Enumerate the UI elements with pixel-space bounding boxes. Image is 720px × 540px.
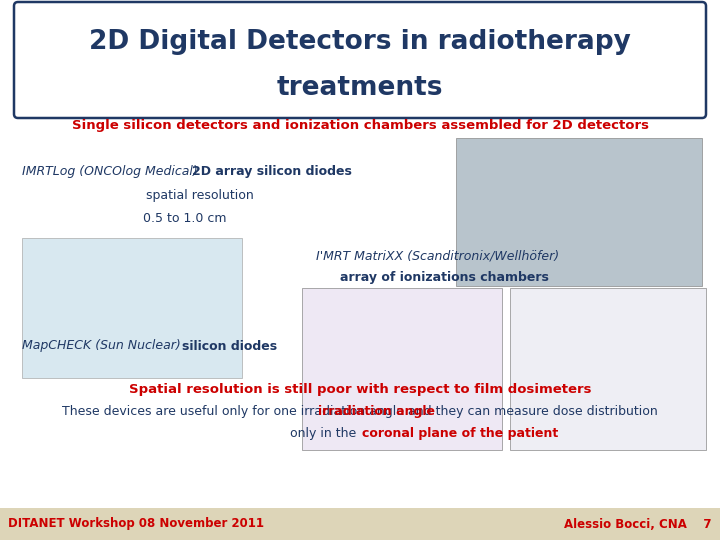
Text: Single silicon detectors and ionization chambers assembled for 2D detectors: Single silicon detectors and ionization … xyxy=(71,119,649,132)
Text: treatments: treatments xyxy=(276,75,444,101)
Text: silicon diodes: silicon diodes xyxy=(182,340,277,353)
Bar xyxy=(456,138,702,286)
Bar xyxy=(510,288,706,450)
Text: MapCHECK (Sun Nuclear): MapCHECK (Sun Nuclear) xyxy=(22,340,185,353)
Text: irradiation angle: irradiation angle xyxy=(318,406,435,419)
Bar xyxy=(302,288,502,450)
Bar xyxy=(0,508,720,540)
Text: IMRTLog (ONCOlog Medical): IMRTLog (ONCOlog Medical) xyxy=(22,165,202,179)
Text: DITANET Workshop 08 November 2011: DITANET Workshop 08 November 2011 xyxy=(8,517,264,530)
Text: array of ionizations chambers: array of ionizations chambers xyxy=(340,272,549,285)
Text: 2D Digital Detectors in radiotherapy: 2D Digital Detectors in radiotherapy xyxy=(89,29,631,55)
Text: only in the: only in the xyxy=(289,428,360,441)
Text: I'MRT MatriXX (Scanditronix/Wellhöfer): I'MRT MatriXX (Scanditronix/Wellhöfer) xyxy=(316,249,559,262)
Text: These devices are useful only for one irradiation angle and they can measure dos: These devices are useful only for one ir… xyxy=(62,406,658,419)
Bar xyxy=(22,238,242,378)
Text: These devices are useful only for one 
irradiation angle and they can measure do: These devices are useful only for one ir… xyxy=(181,398,539,426)
Text: 0.5 to 1.0 cm: 0.5 to 1.0 cm xyxy=(143,212,227,225)
Text: 2D array silicon diodes: 2D array silicon diodes xyxy=(192,165,352,179)
Text: Alessio Bocci, CNA    7: Alessio Bocci, CNA 7 xyxy=(564,517,712,530)
Text: coronal plane of the patient: coronal plane of the patient xyxy=(362,428,558,441)
Text: spatial resolution: spatial resolution xyxy=(146,190,254,202)
FancyBboxPatch shape xyxy=(14,2,706,118)
Text: Spatial resolution is still poor with respect to film dosimeters: Spatial resolution is still poor with re… xyxy=(129,383,591,396)
